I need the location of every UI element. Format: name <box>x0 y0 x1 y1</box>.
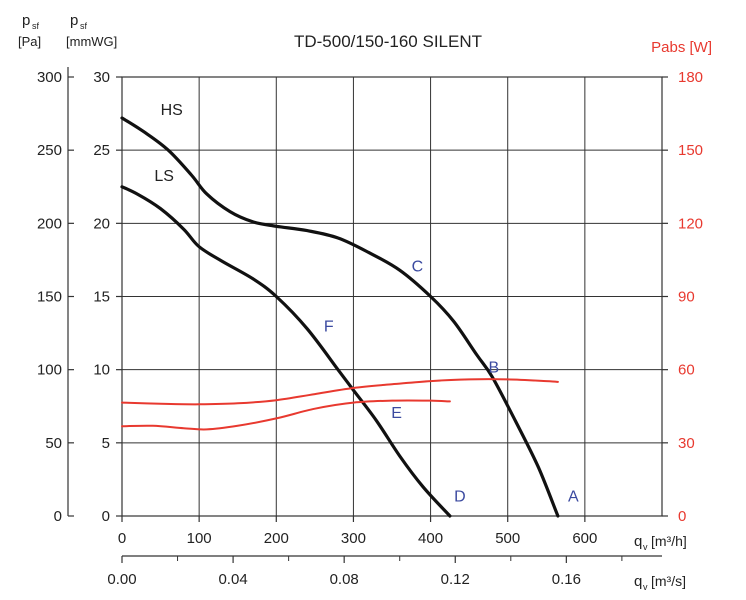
y-power-tick-label: 90 <box>678 289 695 306</box>
y-mmwg-tick-label: 30 <box>93 69 110 86</box>
labels-layer: HS LS A B C D E F <box>154 102 579 505</box>
point-label-b: B <box>488 360 499 377</box>
x-m3h-tick-label: 500 <box>495 530 520 547</box>
y-mmwg-tick-label: 15 <box>93 289 110 306</box>
y-power-tick-label: 180 <box>678 69 703 86</box>
y-mmwg-tick-label: 25 <box>93 142 110 159</box>
x-m3h-tick-label: 100 <box>187 530 212 547</box>
y-pa-tick-label: 200 <box>37 215 62 232</box>
y-pa-tick-label: 250 <box>37 142 62 159</box>
point-label-f: F <box>324 319 334 336</box>
y-mmwg-axis-label-symbol: p <box>70 12 78 29</box>
axes: 0501001502002503000510152025300306090120… <box>37 67 703 588</box>
x-m3s-tick-label: 0.08 <box>330 571 359 588</box>
y-power-tick-label: 30 <box>678 435 695 452</box>
y-power-tick-label: 0 <box>678 508 686 525</box>
y-mmwg-tick-label: 5 <box>102 435 110 452</box>
grid <box>121 76 663 517</box>
x-m3s-axis-label-subscript: v <box>643 582 648 592</box>
y-pa-axis-label-unit: [Pa] <box>18 34 41 49</box>
y-pa-tick-label: 50 <box>45 435 62 452</box>
x-m3h-tick-label: 300 <box>341 530 366 547</box>
point-label-d: D <box>454 488 466 505</box>
x-m3s-axis-label-unit: [m³/s] <box>651 573 686 589</box>
y-mmwg-tick-label: 0 <box>102 508 110 525</box>
pressure-curve-hs <box>120 116 560 518</box>
y-mmwg-axis-label-subscript: sf <box>80 21 88 31</box>
x-m3s-tick-label: 0.16 <box>552 571 581 588</box>
x-m3h-tick-label: 200 <box>264 530 289 547</box>
power-curve-3 <box>121 399 451 431</box>
point-label-e: E <box>391 405 402 422</box>
series-layer <box>120 116 560 518</box>
x-m3s-tick-label: 0.12 <box>441 571 470 588</box>
y-pa-tick-label: 0 <box>54 508 62 525</box>
x-m3s-tick-label: 0.04 <box>218 571 247 588</box>
y-power-tick-label: 150 <box>678 142 703 159</box>
point-label-a: A <box>568 488 579 505</box>
chart-title: TD-500/150-160 SILENT <box>294 32 482 51</box>
y-power-tick-label: 120 <box>678 215 703 232</box>
y-power-axis-label: Pabs [W] <box>651 39 712 56</box>
y-mmwg-tick-label: 10 <box>93 362 110 379</box>
pressure-curve-ls <box>120 185 452 518</box>
x-m3h-tick-label: 0 <box>118 530 126 547</box>
x-m3s-axis-label-q: q <box>634 573 642 590</box>
y-pa-tick-label: 150 <box>37 289 62 306</box>
x-m3h-tick-label: 400 <box>418 530 443 547</box>
point-label-c: C <box>412 259 424 276</box>
y-mmwg-tick-label: 20 <box>93 215 110 232</box>
y-power-tick-label: 60 <box>678 362 695 379</box>
power-curve-2 <box>121 378 559 406</box>
curve-label-hs: HS <box>161 102 183 119</box>
y-pa-axis-label-subscript: sf <box>32 21 40 31</box>
y-pa-tick-label: 100 <box>37 362 62 379</box>
x-m3h-axis-label-q: q <box>634 533 642 550</box>
y-mmwg-axis-label-unit: [mmWG] <box>66 34 117 49</box>
x-m3h-axis-label-subscript: v <box>643 542 648 552</box>
curve-label-ls: LS <box>154 168 174 185</box>
y-pa-axis-label-symbol: p <box>22 12 30 29</box>
x-m3h-tick-label: 600 <box>572 530 597 547</box>
y-pa-tick-label: 300 <box>37 69 62 86</box>
x-m3s-tick-label: 0.00 <box>107 571 136 588</box>
x-m3h-axis-label-unit: [m³/h] <box>651 533 687 549</box>
